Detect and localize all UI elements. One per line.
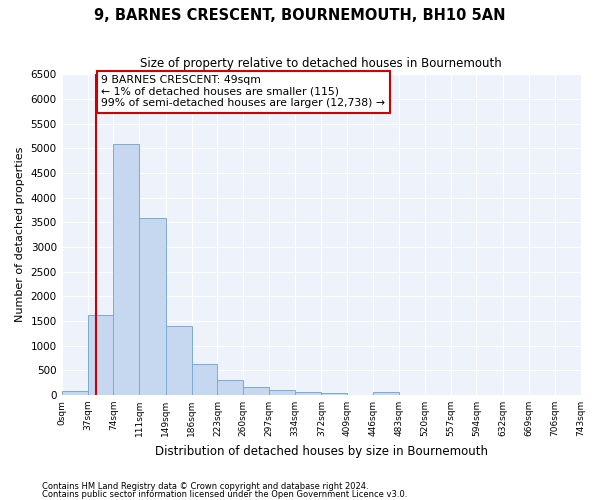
Bar — [191, 364, 217, 395]
Bar — [217, 380, 243, 395]
Title: Size of property relative to detached houses in Bournemouth: Size of property relative to detached ho… — [140, 58, 502, 70]
Text: 9 BARNES CRESCENT: 49sqm
← 1% of detached houses are smaller (115)
99% of semi-d: 9 BARNES CRESCENT: 49sqm ← 1% of detache… — [101, 75, 385, 108]
Bar — [88, 314, 113, 395]
Bar — [269, 390, 295, 395]
X-axis label: Distribution of detached houses by size in Bournemouth: Distribution of detached houses by size … — [155, 444, 488, 458]
Y-axis label: Number of detached properties: Number of detached properties — [15, 147, 25, 322]
Bar — [373, 392, 399, 395]
Bar — [322, 393, 347, 395]
Bar — [166, 326, 191, 395]
Bar — [295, 392, 322, 395]
Text: Contains public sector information licensed under the Open Government Licence v3: Contains public sector information licen… — [42, 490, 407, 499]
Bar — [139, 218, 166, 395]
Text: 9, BARNES CRESCENT, BOURNEMOUTH, BH10 5AN: 9, BARNES CRESCENT, BOURNEMOUTH, BH10 5A… — [94, 8, 506, 22]
Bar — [62, 392, 88, 395]
Bar — [243, 388, 269, 395]
Text: Contains HM Land Registry data © Crown copyright and database right 2024.: Contains HM Land Registry data © Crown c… — [42, 482, 368, 491]
Bar — [113, 144, 139, 395]
